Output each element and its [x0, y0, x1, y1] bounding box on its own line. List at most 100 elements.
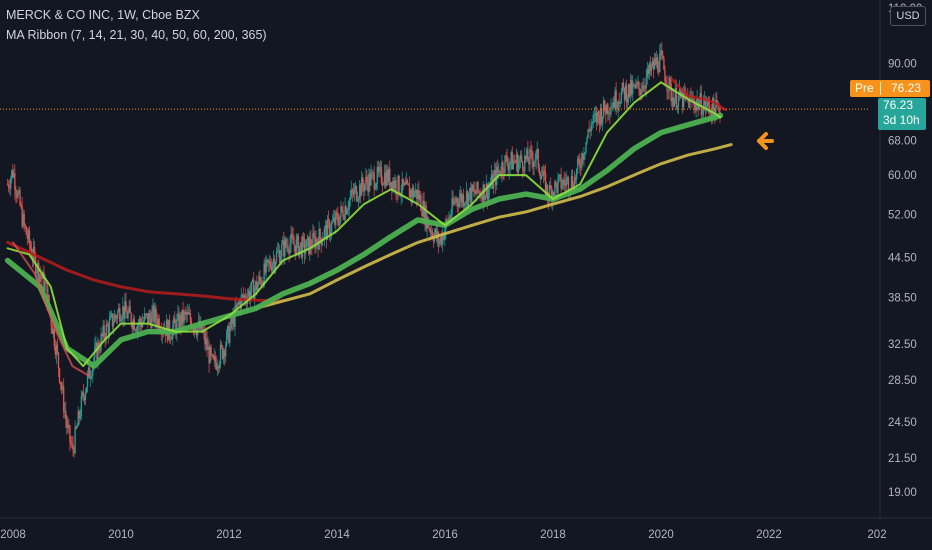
candle-body — [409, 190, 412, 198]
candle-body — [674, 87, 677, 99]
candle-body — [376, 166, 378, 184]
candle-body — [173, 317, 175, 328]
candle-body — [26, 234, 29, 239]
candle-body — [296, 235, 299, 240]
candle-body — [621, 82, 624, 92]
candle-body — [304, 249, 307, 254]
ma-line-ma-50 — [4, 112, 724, 369]
candle-body — [371, 172, 373, 174]
candle-body — [528, 161, 530, 165]
ma-line-ma-365 — [6, 240, 285, 303]
candle-body — [574, 177, 577, 180]
candle-body — [280, 256, 282, 263]
candle-body — [575, 168, 578, 180]
candle-body — [341, 206, 343, 210]
candle-body — [260, 279, 262, 285]
candle-body — [22, 213, 24, 227]
candle-body — [340, 206, 342, 216]
candle-body — [357, 198, 360, 201]
candle-body — [124, 301, 126, 319]
candle-body — [80, 396, 83, 417]
candle-body — [116, 311, 119, 319]
candle-body — [694, 105, 696, 111]
candle-body — [449, 216, 451, 218]
candle-body — [327, 219, 330, 221]
orange-arrow-icon — [757, 132, 774, 150]
candle-body — [211, 354, 213, 356]
candle-body — [401, 178, 403, 194]
candle-body — [100, 334, 102, 351]
candle-body — [718, 104, 720, 112]
candle-body — [514, 161, 517, 163]
candle-body — [633, 83, 635, 85]
candle-body — [218, 363, 221, 369]
candle-body — [664, 69, 666, 82]
candle-body — [182, 309, 184, 323]
candle-body — [638, 82, 640, 89]
ma-line-ma-down-fast — [12, 241, 90, 377]
candle-body — [330, 222, 333, 232]
candle-body — [591, 122, 593, 125]
candle-body — [82, 392, 85, 397]
candle-body — [250, 281, 253, 293]
candle-body — [554, 181, 556, 197]
candle-body — [176, 318, 178, 334]
candle-body — [175, 322, 177, 334]
candle-body — [635, 83, 637, 88]
candle-body — [551, 188, 553, 202]
candle-body — [375, 183, 377, 189]
candle-body — [632, 83, 634, 94]
candle-body — [302, 237, 305, 240]
candle-body — [130, 312, 132, 324]
candle-body — [580, 166, 582, 168]
symbol-title[interactable]: MERCK & CO INC, 1W, Cboe BZX — [6, 8, 200, 22]
candle-body — [120, 319, 122, 322]
candle-body — [219, 344, 222, 364]
candle-body — [213, 356, 215, 359]
candle-body — [655, 57, 658, 65]
candle-body — [649, 63, 652, 72]
candle-body — [599, 108, 602, 125]
candle-body — [613, 102, 615, 108]
candle-body — [624, 85, 627, 100]
candle-body — [66, 419, 68, 428]
candle-body — [265, 259, 267, 273]
indicator-legend[interactable]: MA Ribbon (7, 14, 21, 30, 40, 50, 60, 20… — [6, 28, 267, 42]
candle-body — [233, 315, 235, 327]
ma-line-ma-fast — [6, 81, 722, 368]
candle-body — [89, 377, 92, 379]
candle-body — [596, 111, 599, 123]
candle-body — [442, 233, 444, 245]
candle-body — [112, 322, 115, 327]
candle-body — [644, 87, 646, 89]
candle-body — [517, 162, 520, 173]
candle-body — [212, 355, 214, 359]
candle-body — [288, 250, 290, 254]
candle-body — [369, 173, 371, 186]
candle-body — [110, 313, 113, 316]
candle-body — [667, 90, 669, 92]
candle-body — [654, 58, 657, 65]
candle-body — [321, 240, 323, 245]
candle-body — [122, 306, 124, 319]
candle-body — [313, 233, 315, 237]
candle-body — [533, 162, 535, 167]
candle-body — [691, 96, 693, 101]
candle-body — [612, 102, 614, 107]
candle-body — [477, 181, 479, 192]
candle-body — [152, 305, 154, 313]
candle-body — [398, 175, 400, 194]
candle-body — [140, 322, 143, 327]
candle-body — [397, 175, 399, 195]
candle-body — [392, 181, 394, 191]
candle-body — [345, 206, 347, 215]
candle-body — [434, 229, 437, 235]
candle-body — [679, 88, 682, 98]
candle-body — [103, 325, 105, 337]
currency-button[interactable]: USD — [890, 6, 926, 26]
candle-body — [570, 176, 573, 190]
candle-body — [512, 160, 515, 170]
candle-body — [85, 387, 88, 393]
candle-body — [571, 176, 574, 187]
